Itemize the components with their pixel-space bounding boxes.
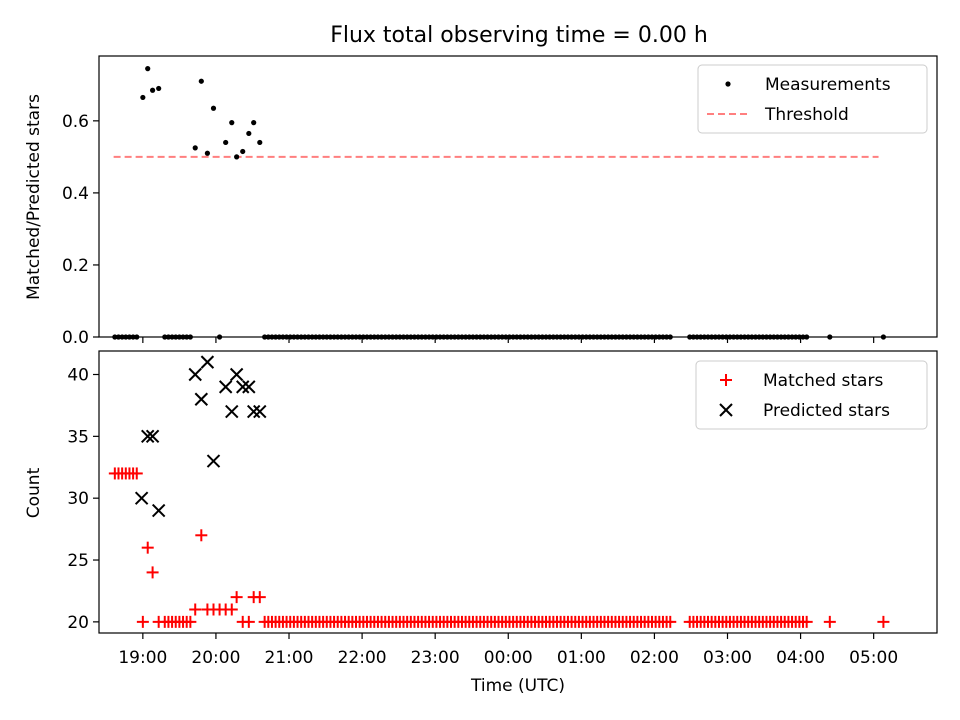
matched-star-point xyxy=(136,615,149,628)
measurement-point xyxy=(210,105,217,111)
predicted-star-point xyxy=(188,367,202,382)
matched-star-point xyxy=(800,615,813,628)
matched-star-point xyxy=(146,566,159,579)
measurement-point xyxy=(156,85,162,92)
matched-star-point xyxy=(230,591,243,604)
measurement-point xyxy=(223,139,229,146)
measurement-point xyxy=(257,139,263,146)
ratio-y-tick-label: 0.2 xyxy=(62,256,89,276)
count-y-ticks: 20 25 30 35 40 xyxy=(67,366,99,633)
x-tick-label: 19:00 xyxy=(118,648,167,668)
count-y-tick-label: 35 xyxy=(67,427,89,447)
predicted-star-point xyxy=(151,503,166,518)
ratio-y-tick-label: 0.6 xyxy=(62,112,89,132)
legend-threshold-label: Threshold xyxy=(764,105,849,125)
legend-predicted-label: Predicted stars xyxy=(763,401,890,421)
count-y-tick-label: 30 xyxy=(67,489,89,509)
count-panel-frame xyxy=(98,350,938,634)
count-y-tick-label: 40 xyxy=(67,366,89,386)
measurement-point xyxy=(145,66,151,72)
predicted-star-point xyxy=(206,454,221,468)
measurement-point xyxy=(234,154,240,160)
predicted-star-point xyxy=(246,404,261,419)
x-tick-label: 03:00 xyxy=(703,648,752,668)
measurement-point xyxy=(198,78,204,84)
count-y-tick-label: 20 xyxy=(67,613,89,633)
measurement-point xyxy=(140,94,146,101)
ratio-legend-box xyxy=(697,64,928,134)
measurement-point xyxy=(251,120,257,126)
predicted-star-point xyxy=(141,429,155,444)
ratio-panel: 0.0 0.2 0.4 0.6 Matched/Predicted stars Mea… xyxy=(24,55,938,348)
matched-star-point xyxy=(253,591,266,604)
ratio-y-tick-label: 0.4 xyxy=(62,184,89,204)
predicted-star-point xyxy=(229,367,244,382)
legend-measurements-marker xyxy=(725,81,731,87)
x-tick-label: 22:00 xyxy=(338,648,387,668)
predicted-star-point xyxy=(200,355,215,369)
predicted-star-point xyxy=(242,380,256,394)
measurement-point xyxy=(246,130,252,137)
matched-star-point xyxy=(130,467,143,480)
predicted-star-point xyxy=(134,491,149,505)
matched-star-point xyxy=(195,529,208,542)
ratio-x-ticks xyxy=(142,337,875,343)
ratio-y-tick-label: 0.0 xyxy=(62,328,89,348)
legend-matched-label: Matched stars xyxy=(763,371,883,391)
ratio-legend: Measurements Threshold xyxy=(697,64,928,134)
legend-matched-marker xyxy=(720,374,732,386)
predicted-star-point xyxy=(253,404,267,419)
matched-star-point xyxy=(877,615,890,628)
ratio-panel-frame xyxy=(98,55,938,338)
x-tick-label: 21:00 xyxy=(265,648,314,668)
measurement-point xyxy=(229,120,235,126)
count-y-tick-label: 25 xyxy=(67,551,89,571)
predicted-star-point xyxy=(218,380,233,394)
matched-star-point xyxy=(225,603,238,616)
matched-star-point xyxy=(189,603,202,616)
count-legend-box xyxy=(695,360,928,430)
measurement-point xyxy=(149,87,156,93)
matched-star-point xyxy=(184,615,197,628)
matched-star-point xyxy=(141,541,154,554)
x-tick-label: 20:00 xyxy=(191,648,240,668)
predicted-star-point xyxy=(145,429,160,444)
x-tick-label: 00:00 xyxy=(484,648,533,668)
x-tick-label: 05:00 xyxy=(849,648,898,668)
count-marks xyxy=(108,355,890,628)
count-panel: 20 25 30 35 40 19:00 20:00 21:00 22:00 23:00 00:0… xyxy=(24,350,938,696)
x-tick-label: 04:00 xyxy=(776,648,825,668)
predicted-star-point xyxy=(236,380,250,394)
measurement-point xyxy=(204,150,211,156)
matched-star-point xyxy=(823,615,836,628)
predicted-star-point xyxy=(225,404,239,419)
matched-star-point xyxy=(664,615,677,628)
matched-star-point xyxy=(242,615,255,628)
measurement-point xyxy=(240,148,246,155)
legend-predicted-marker xyxy=(719,403,733,417)
ratio-y-ticks: 0.0 0.2 0.4 0.6 xyxy=(62,112,99,348)
count-y-axis-label: Count xyxy=(24,467,44,518)
ratio-y-axis-label: Matched/Predicted stars xyxy=(24,94,44,300)
legend-measurements-label: Measurements xyxy=(765,75,891,95)
x-tick-label: 02:00 xyxy=(630,648,679,668)
chart-title: Flux total observing time = 0.00 h xyxy=(330,23,708,48)
predicted-star-point xyxy=(194,392,209,406)
x-axis-label: Time (UTC) xyxy=(470,676,565,696)
x-tick-label: 23:00 xyxy=(411,648,460,668)
count-x-ticks: 19:00 20:00 21:00 22:00 23:00 00:00 01:00 02:00… xyxy=(118,633,898,668)
x-tick-label: 01:00 xyxy=(557,648,606,668)
measurement-point xyxy=(192,145,198,151)
count-legend: Matched stars Predicted stars xyxy=(695,360,928,430)
